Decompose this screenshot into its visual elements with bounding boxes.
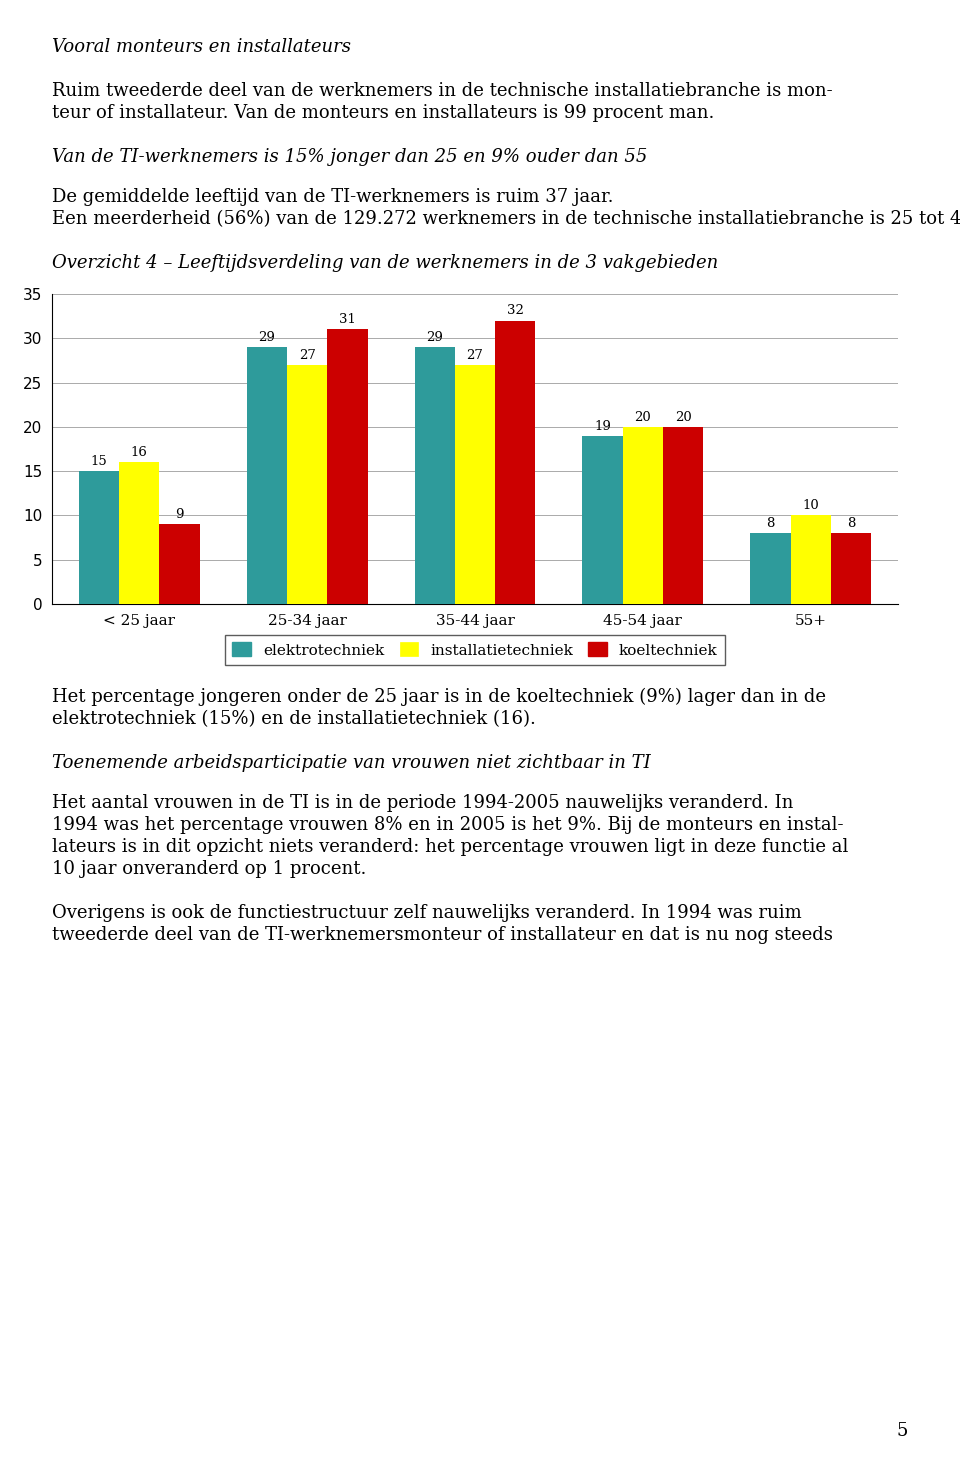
Text: teur of installateur. Van de monteurs en installateurs is 99 procent man.: teur of installateur. Van de monteurs en…	[52, 104, 714, 122]
Bar	[79, 471, 119, 603]
Text: Van de TI-werknemers is 15% jonger dan 25 en 9% ouder dan 55: Van de TI-werknemers is 15% jonger dan 2…	[52, 148, 647, 166]
Text: 29: 29	[258, 332, 276, 344]
Legend: elektrotechniek, installatietechniek, koeltechniek: elektrotechniek, installatietechniek, ko…	[225, 634, 725, 665]
Text: 10: 10	[803, 499, 819, 512]
Text: 8: 8	[766, 517, 775, 530]
Bar	[830, 533, 871, 603]
Text: 9: 9	[176, 508, 183, 521]
Text: 15: 15	[90, 455, 108, 468]
Bar	[287, 366, 327, 603]
Text: 20: 20	[675, 411, 691, 424]
Text: Het aantal vrouwen in de TI is in de periode 1994-2005 nauwelijks veranderd. In: Het aantal vrouwen in de TI is in de per…	[52, 794, 793, 812]
Bar	[495, 320, 536, 603]
Text: elektrotechniek (15%) en de installatietechniek (16).: elektrotechniek (15%) en de installatiet…	[52, 711, 536, 728]
Text: De gemiddelde leeftijd van de TI-werknemers is ruim 37 jaar.: De gemiddelde leeftijd van de TI-werknem…	[52, 188, 613, 206]
Text: 5: 5	[897, 1422, 908, 1440]
Text: Een meerderheid (56%) van de 129.272 werknemers in de technische installatiebran: Een meerderheid (56%) van de 129.272 wer…	[52, 210, 960, 228]
Bar	[159, 524, 200, 603]
Bar	[583, 436, 623, 603]
Bar	[415, 346, 455, 603]
Bar	[623, 427, 663, 603]
Text: 20: 20	[635, 411, 651, 424]
Text: Overzicht 4 – Leeftijdsverdeling van de werknemers in de 3 vakgebieden: Overzicht 4 – Leeftijdsverdeling van de …	[52, 254, 718, 272]
Text: 27: 27	[299, 349, 316, 361]
Text: Vooral monteurs en installateurs: Vooral monteurs en installateurs	[52, 38, 351, 56]
Bar	[327, 329, 368, 603]
Text: 16: 16	[131, 446, 148, 459]
Bar	[663, 427, 704, 603]
Text: 32: 32	[507, 304, 524, 317]
Bar	[247, 346, 287, 603]
Text: 10 jaar onveranderd op 1 procent.: 10 jaar onveranderd op 1 procent.	[52, 860, 367, 878]
Bar	[791, 515, 830, 603]
Text: tweederde deel van de TI-werknemersmonteur of installateur en dat is nu nog stee: tweederde deel van de TI-werknemersmonte…	[52, 926, 833, 944]
Bar	[455, 366, 495, 603]
Text: 1994 was het percentage vrouwen 8% en in 2005 is het 9%. Bij de monteurs en inst: 1994 was het percentage vrouwen 8% en in…	[52, 816, 844, 834]
Text: Het percentage jongeren onder de 25 jaar is in de koeltechniek (9%) lager dan in: Het percentage jongeren onder de 25 jaar…	[52, 688, 826, 706]
Bar	[119, 462, 159, 603]
Text: Overigens is ook de functiestructuur zelf nauwelijks veranderd. In 1994 was ruim: Overigens is ook de functiestructuur zel…	[52, 904, 802, 922]
Text: lateurs is in dit opzicht niets veranderd: het percentage vrouwen ligt in deze f: lateurs is in dit opzicht niets verander…	[52, 838, 849, 856]
Text: 29: 29	[426, 332, 444, 344]
Text: Toenemende arbeidsparticipatie van vrouwen niet zichtbaar in TI: Toenemende arbeidsparticipatie van vrouw…	[52, 755, 651, 772]
Text: 31: 31	[339, 313, 356, 326]
Text: 27: 27	[467, 349, 484, 361]
Text: 8: 8	[847, 517, 855, 530]
Text: Ruim tweederde deel van de werknemers in de technische installatiebranche is mon: Ruim tweederde deel van de werknemers in…	[52, 82, 832, 100]
Bar	[751, 533, 791, 603]
Text: 19: 19	[594, 420, 611, 433]
